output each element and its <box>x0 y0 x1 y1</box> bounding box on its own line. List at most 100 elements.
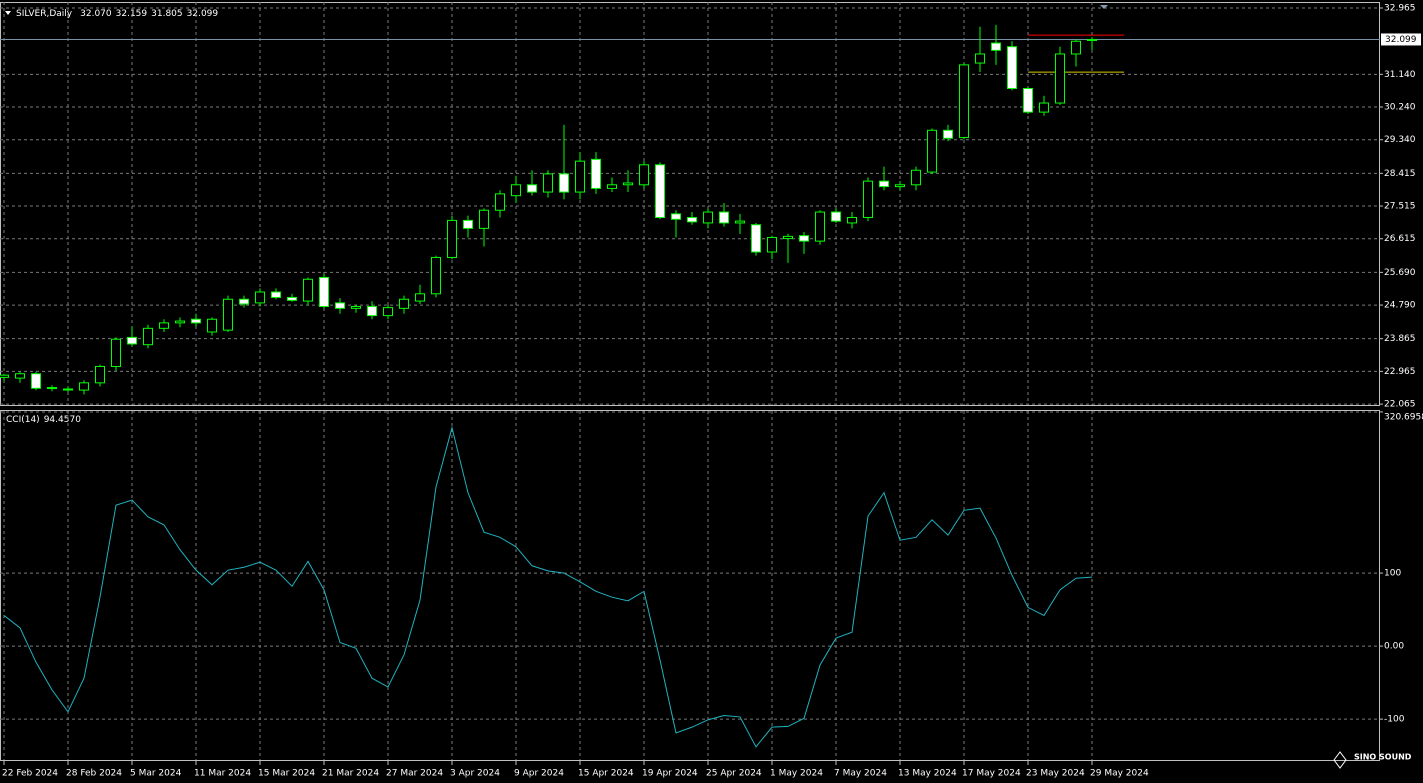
candle-body <box>863 180 873 218</box>
x-tick-label: 15 Apr 2024 <box>578 769 634 779</box>
candle-body <box>239 298 249 305</box>
candle-body <box>703 211 713 224</box>
candle-body <box>319 276 329 308</box>
candle-body <box>1007 46 1017 89</box>
y-tick-label: 26.615 <box>1384 234 1416 244</box>
candle-body <box>191 318 201 324</box>
x-tick-label: 22 Feb 2024 <box>2 769 58 779</box>
x-tick-label: 29 May 2024 <box>1090 769 1149 779</box>
cci-value: 94.4570 <box>44 415 81 425</box>
x-tick-label: 1 May 2024 <box>770 769 823 779</box>
candle-body <box>479 209 489 229</box>
candle-body <box>543 173 553 193</box>
y-tick-label: 27.515 <box>1384 202 1416 212</box>
x-tick-label: 13 May 2024 <box>898 769 957 779</box>
candle-body <box>143 327 153 346</box>
candle-body <box>575 160 585 193</box>
current-price-box <box>1381 33 1421 46</box>
candle-body <box>63 388 73 391</box>
candle-body <box>95 365 105 384</box>
logo-icon <box>1333 751 1347 769</box>
candle-body <box>111 338 121 367</box>
candle-body <box>767 236 777 253</box>
candle-body <box>287 296 297 301</box>
candle-body <box>255 291 265 304</box>
y-tick-label: 25.690 <box>1384 268 1416 278</box>
y-tick-label: 100 <box>1384 569 1401 579</box>
x-tick-label: 21 Mar 2024 <box>322 769 379 779</box>
candle-body <box>559 173 569 193</box>
x-tick-label: 17 May 2024 <box>962 769 1021 779</box>
candle-body <box>495 193 505 211</box>
cci-header: CCI(14) 94.4570 <box>6 415 81 425</box>
candle-body <box>271 291 281 298</box>
candle-body <box>15 373 25 379</box>
ohlc-low: 31.805 <box>151 9 183 19</box>
x-tick-label: 28 Feb 2024 <box>66 769 122 779</box>
cci-title: CCI(14) <box>6 415 40 425</box>
x-tick-label: 25 Apr 2024 <box>706 769 762 779</box>
candle-body <box>943 129 953 139</box>
ohlc-open: 32.070 <box>80 9 112 19</box>
candle-body <box>351 306 361 309</box>
x-tick-label: 7 May 2024 <box>834 769 887 779</box>
candle-body <box>431 256 441 295</box>
candle-body <box>639 164 649 186</box>
candle-body <box>447 219 457 258</box>
candle-body <box>1055 53 1065 104</box>
candle-body <box>831 211 841 222</box>
candle-body <box>655 164 665 218</box>
candle-body <box>159 322 169 329</box>
candle-body <box>0 374 9 378</box>
candle-body <box>79 382 89 391</box>
candle-body <box>959 64 969 139</box>
y-tick-label: 32.965 <box>1384 3 1416 13</box>
symbol-title: SILVER,Daily <box>16 9 73 19</box>
candle-body <box>1039 102 1049 113</box>
candle-body <box>847 216 857 224</box>
candle-body <box>303 278 313 302</box>
candle-body <box>623 182 633 186</box>
x-tick-label: 15 Mar 2024 <box>258 769 315 779</box>
candle-body <box>31 373 41 389</box>
y-tick-label: 24.790 <box>1384 301 1416 311</box>
candle-body <box>975 53 985 64</box>
x-tick-label: 3 Apr 2024 <box>450 769 500 779</box>
y-tick-label: 320.6958 <box>1384 412 1423 422</box>
candle-body <box>895 184 905 188</box>
candle-body <box>527 184 537 193</box>
candle-body <box>927 129 937 173</box>
candle-body <box>607 184 617 189</box>
candle-body <box>463 219 473 229</box>
x-tick-label: 19 Apr 2024 <box>642 769 698 779</box>
candle-body <box>879 180 889 188</box>
candle-body <box>223 298 233 331</box>
x-tick-label: 27 Mar 2024 <box>386 769 443 779</box>
chart-header: SILVER,Daily 32.070 32.159 31.805 32.099 <box>16 9 218 19</box>
candle-body <box>591 158 601 189</box>
candle-body <box>127 336 137 345</box>
candle-body <box>415 293 425 302</box>
y-tick-label: 28.415 <box>1384 169 1416 179</box>
menu-triangle <box>5 11 11 15</box>
y-tick-label: 23.865 <box>1384 334 1416 344</box>
y-tick-label: 22.065 <box>1384 400 1416 410</box>
x-tick-label: 5 Mar 2024 <box>130 769 182 779</box>
candle-body <box>1023 87 1033 113</box>
candle-body <box>47 387 57 390</box>
candle-body <box>815 211 825 242</box>
ohlc-close: 32.099 <box>187 9 219 19</box>
y-tick-label: -100 <box>1384 715 1405 725</box>
candle-body <box>911 169 921 186</box>
x-tick-label: 23 May 2024 <box>1026 769 1085 779</box>
y-tick-label: 22.965 <box>1384 367 1416 377</box>
candle-body <box>799 235 809 242</box>
candle-body <box>735 220 745 224</box>
watermark: SINO SOUND <box>1354 753 1412 762</box>
shift-marker <box>1100 5 1108 9</box>
current-price-label: 32.099 <box>1385 35 1417 45</box>
candle-body <box>367 306 377 317</box>
candle-body <box>719 211 729 224</box>
candle-body <box>751 224 761 253</box>
